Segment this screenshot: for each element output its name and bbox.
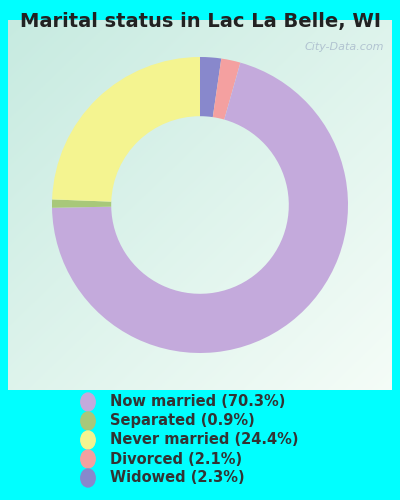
Wedge shape: [200, 57, 221, 117]
Wedge shape: [52, 57, 200, 202]
Text: Widowed (2.3%): Widowed (2.3%): [110, 470, 245, 486]
Text: City-Data.com: City-Data.com: [305, 42, 384, 52]
Wedge shape: [52, 200, 111, 208]
Text: Now married (70.3%): Now married (70.3%): [110, 394, 285, 409]
Text: Separated (0.9%): Separated (0.9%): [110, 414, 255, 428]
Wedge shape: [213, 58, 240, 120]
Text: Marital status in Lac La Belle, WI: Marital status in Lac La Belle, WI: [20, 12, 380, 32]
Text: Divorced (2.1%): Divorced (2.1%): [110, 452, 242, 466]
Text: Never married (24.4%): Never married (24.4%): [110, 432, 298, 448]
Wedge shape: [52, 62, 348, 353]
